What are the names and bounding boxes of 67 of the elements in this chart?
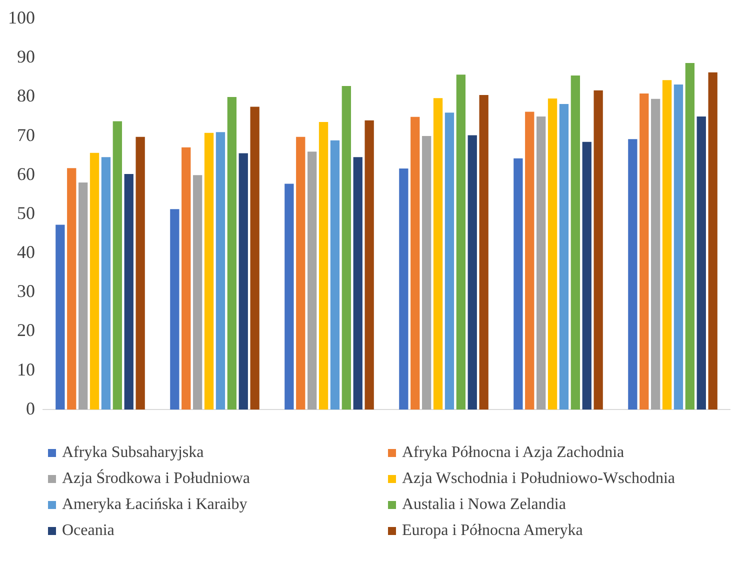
bar xyxy=(410,116,420,410)
bar xyxy=(284,184,294,410)
bar xyxy=(570,75,580,410)
bar xyxy=(696,116,706,410)
y-tick-label: 40 xyxy=(17,242,35,262)
bar xyxy=(192,175,202,410)
bar xyxy=(582,142,592,410)
bar xyxy=(136,136,145,410)
legend-label: Afryka Subsaharyjska xyxy=(62,444,204,462)
bar xyxy=(216,132,226,410)
bar xyxy=(318,122,328,410)
y-tick-label: 80 xyxy=(17,86,35,106)
bar xyxy=(559,104,569,410)
bar xyxy=(78,182,88,410)
bar xyxy=(170,209,180,410)
legend-label: Oceania xyxy=(62,522,114,540)
y-tick-label: 10 xyxy=(17,359,35,380)
y-tick-label: 70 xyxy=(17,124,35,145)
bar xyxy=(433,98,443,410)
y-tick-label: 90 xyxy=(17,46,35,67)
bar xyxy=(525,112,534,410)
y-tick-label: 20 xyxy=(17,320,35,340)
bar xyxy=(182,147,191,410)
bar xyxy=(594,90,603,410)
bar xyxy=(364,120,374,410)
y-tick-label: 100 xyxy=(8,8,35,28)
legend-label: Afryka Północna i Azja Zachodnia xyxy=(402,444,624,462)
y-tick-label: 0 xyxy=(26,398,35,418)
bar xyxy=(101,157,111,410)
bar xyxy=(204,132,214,410)
legend-label: Azja Wschodnia i Południowo-Wschodnia xyxy=(402,470,675,488)
bar xyxy=(674,84,684,410)
bar xyxy=(296,136,306,410)
bar xyxy=(342,86,352,410)
bar xyxy=(548,98,558,410)
bar xyxy=(514,158,523,410)
bar xyxy=(662,80,672,410)
legend-label: Austalia i Nowa Zelandia xyxy=(402,496,566,514)
y-tick-label: 30 xyxy=(17,281,35,302)
bar xyxy=(685,62,695,410)
bar xyxy=(307,152,317,410)
legend-label: Azja Środkowa i Południowa xyxy=(62,470,250,488)
bar xyxy=(444,112,454,410)
bar xyxy=(227,96,237,410)
bar xyxy=(536,116,546,410)
legend-label: Europa i Północna Ameryka xyxy=(402,522,583,540)
bar xyxy=(708,72,718,410)
legend-label: Ameryka Łacińska i Karaiby xyxy=(62,496,248,514)
bar xyxy=(238,153,248,410)
bar xyxy=(56,224,65,410)
bar xyxy=(112,121,122,410)
bar xyxy=(250,106,260,410)
bar xyxy=(628,139,638,410)
bar xyxy=(399,168,408,410)
bar xyxy=(353,157,362,410)
bar xyxy=(456,74,466,410)
y-tick-label: 50 xyxy=(17,202,35,223)
bar xyxy=(468,135,477,410)
bar xyxy=(422,136,432,410)
bar xyxy=(650,98,660,410)
bar xyxy=(640,93,649,410)
bar xyxy=(67,168,76,410)
bar xyxy=(479,95,488,410)
bar xyxy=(124,174,134,410)
bar xyxy=(330,140,340,410)
bar xyxy=(90,152,100,410)
y-tick-label: 60 xyxy=(17,164,35,184)
